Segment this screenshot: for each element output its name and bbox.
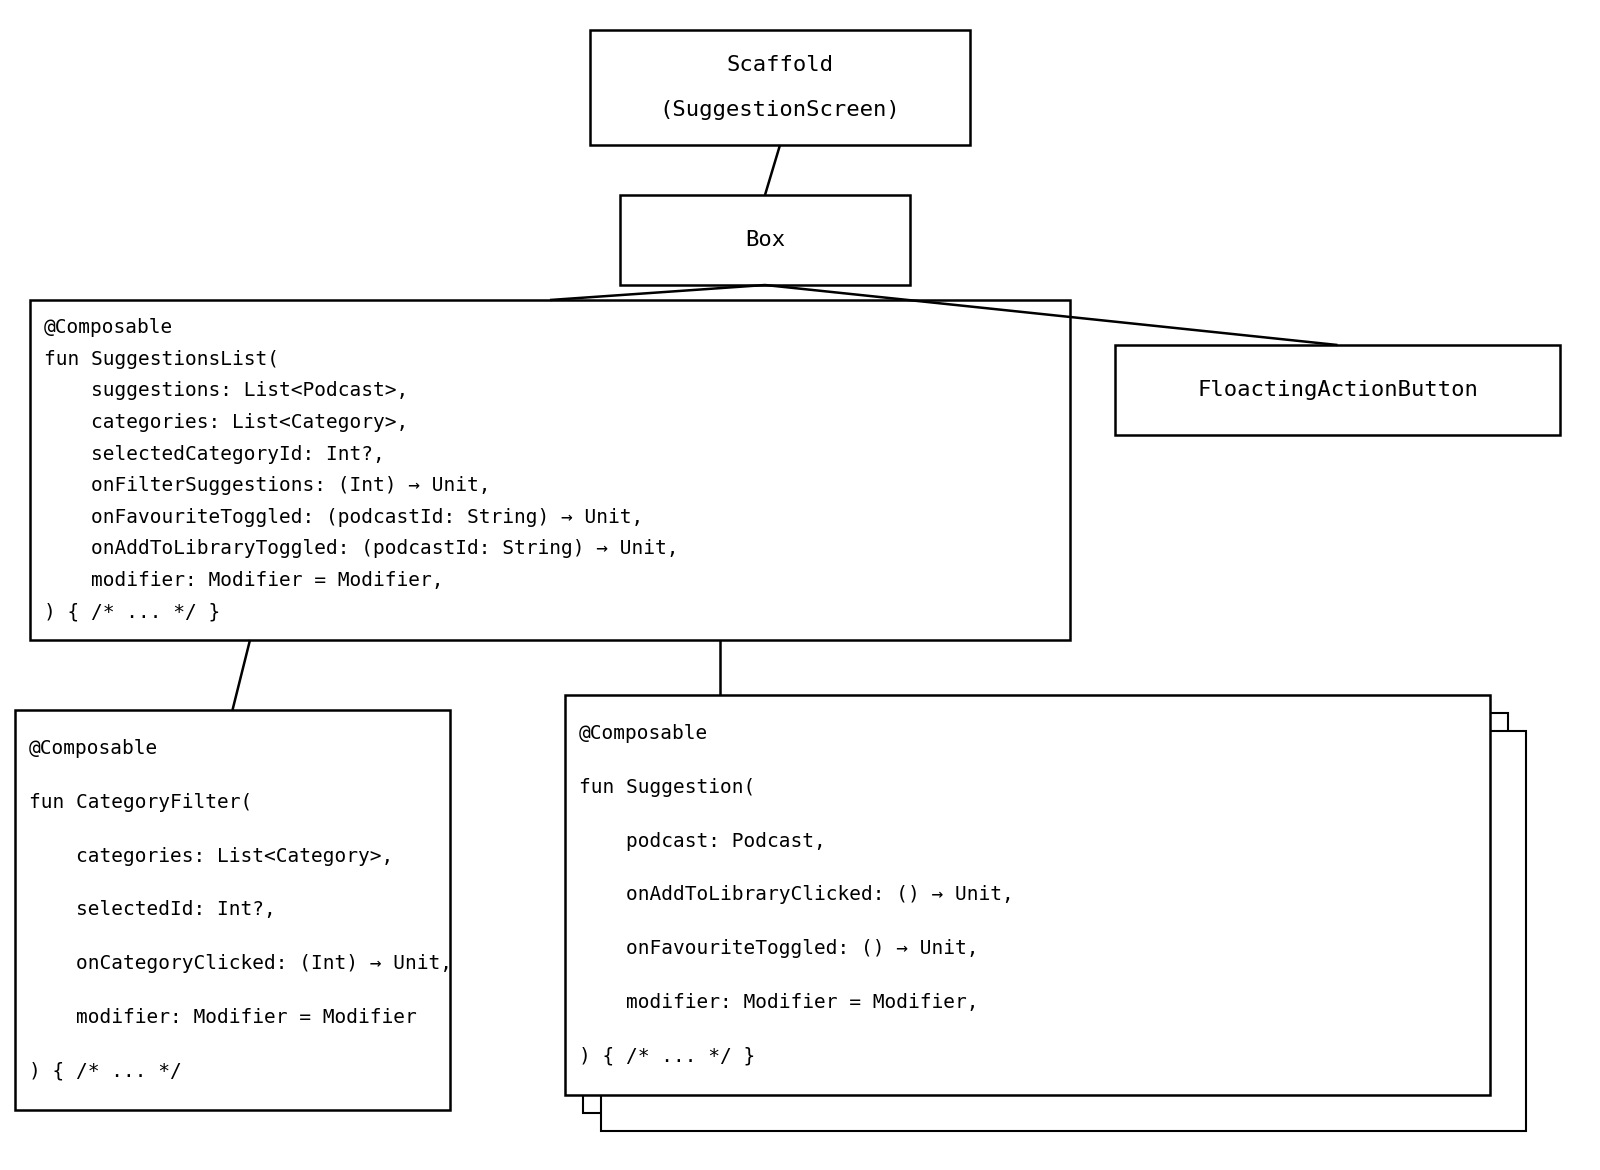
Text: @Composable: @Composable xyxy=(579,724,709,743)
Text: modifier: Modifier = Modifier,: modifier: Modifier = Modifier, xyxy=(45,571,443,590)
Text: onAddToLibraryClicked: () → Unit,: onAddToLibraryClicked: () → Unit, xyxy=(579,886,1014,904)
Text: (SuggestionScreen): (SuggestionScreen) xyxy=(659,101,901,121)
Text: suggestions: List<Podcast>,: suggestions: List<Podcast>, xyxy=(45,381,408,400)
Text: @Composable: @Composable xyxy=(45,318,173,337)
Bar xyxy=(1115,345,1560,435)
Bar xyxy=(602,731,1526,1131)
Text: ) { /* ... */ }: ) { /* ... */ } xyxy=(45,603,221,621)
Text: fun SuggestionsList(: fun SuggestionsList( xyxy=(45,350,278,369)
Text: modifier: Modifier = Modifier: modifier: Modifier = Modifier xyxy=(29,1007,416,1027)
Text: onFavouriteToggled: () → Unit,: onFavouriteToggled: () → Unit, xyxy=(579,940,979,958)
Text: ) { /* ... */ }: ) { /* ... */ } xyxy=(579,1047,755,1066)
Text: FloactingActionButton: FloactingActionButton xyxy=(1197,380,1478,400)
Text: fun CategoryFilter(: fun CategoryFilter( xyxy=(29,793,253,812)
Text: onAddToLibraryToggled: (podcastId: String) → Unit,: onAddToLibraryToggled: (podcastId: Strin… xyxy=(45,539,678,558)
Text: modifier: Modifier = Modifier,: modifier: Modifier = Modifier, xyxy=(579,993,979,1012)
Bar xyxy=(582,713,1507,1113)
Text: selectedCategoryId: Int?,: selectedCategoryId: Int?, xyxy=(45,445,384,463)
Text: selectedId: Int?,: selectedId: Int?, xyxy=(29,901,275,920)
Text: @Composable: @Composable xyxy=(29,739,158,758)
Bar xyxy=(590,30,970,145)
Bar xyxy=(565,695,1490,1095)
Text: onFavouriteToggled: (podcastId: String) → Unit,: onFavouriteToggled: (podcastId: String) … xyxy=(45,508,643,526)
Text: Box: Box xyxy=(746,230,786,250)
Text: categories: List<Category>,: categories: List<Category>, xyxy=(45,413,408,432)
Text: onCategoryClicked: (Int) → Unit,: onCategoryClicked: (Int) → Unit, xyxy=(29,955,453,973)
Bar xyxy=(621,195,910,285)
Text: Scaffold: Scaffold xyxy=(726,55,834,75)
Text: onFilterSuggestions: (Int) → Unit,: onFilterSuggestions: (Int) → Unit, xyxy=(45,476,491,495)
Text: categories: List<Category>,: categories: List<Category>, xyxy=(29,847,394,866)
Bar xyxy=(30,300,1070,640)
Text: ) { /* ... */: ) { /* ... */ xyxy=(29,1061,182,1081)
Text: fun Suggestion(: fun Suggestion( xyxy=(579,778,755,797)
Bar xyxy=(14,710,450,1110)
Text: podcast: Podcast,: podcast: Podcast, xyxy=(579,832,826,851)
